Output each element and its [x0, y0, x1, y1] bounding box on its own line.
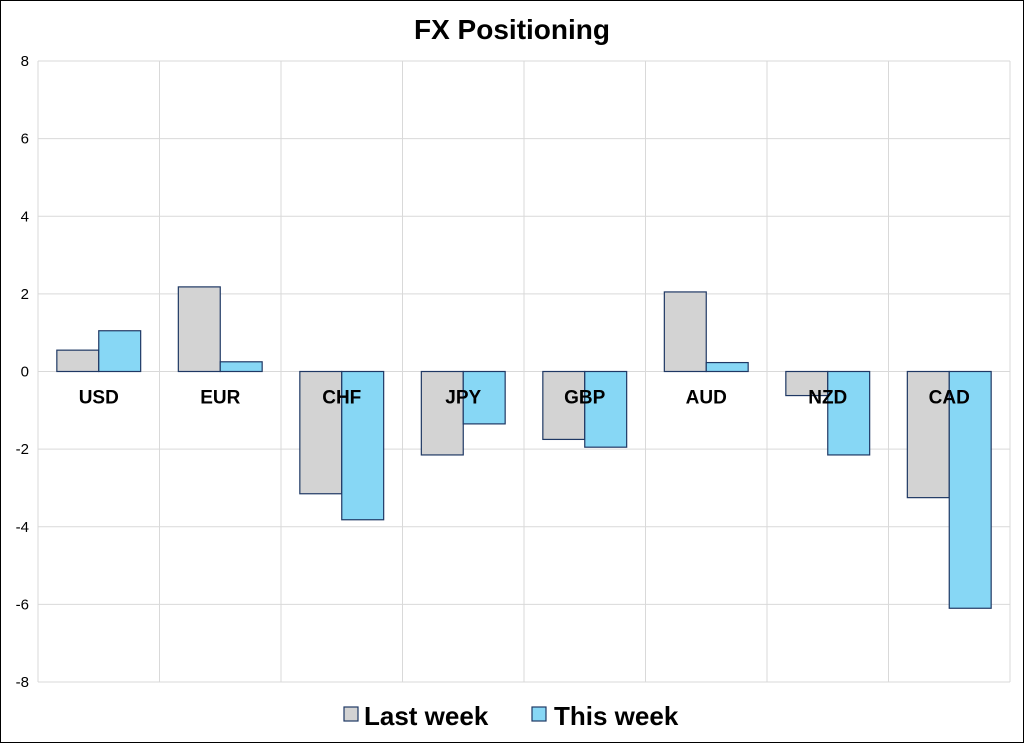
category-label-jpy: JPY [445, 388, 481, 409]
bar-this-week-jpy [462, 370, 506, 425]
legend: Last week This week [343, 701, 679, 731]
category-label-eur: EUR [200, 388, 240, 409]
category-label-aud: AUD [686, 388, 727, 409]
bar-this-week-eur [219, 361, 263, 373]
category-labels: USD EUR CHF JPY GBP AUD NZD CAD [79, 388, 970, 409]
y-axis-ticks: 8 6 4 2 0 -2 -4 -6 -8 [16, 53, 29, 691]
legend-label-last-week: Last week [364, 701, 489, 731]
bar-last-week-nzd [785, 370, 829, 397]
legend-label-this-week: This week [554, 701, 679, 731]
y-tick-label: 8 [21, 53, 29, 70]
bar-this-week-chf [341, 370, 385, 521]
y-tick-label: 4 [21, 208, 29, 225]
y-tick-label: -2 [16, 441, 29, 458]
bar-this-week-gbp [584, 370, 628, 448]
y-tick-label: -8 [16, 674, 29, 691]
bar-last-week-aud [663, 291, 707, 373]
category-label-usd: USD [79, 388, 119, 409]
category-label-chf: CHF [322, 388, 361, 409]
chart-title: FX Positioning [414, 14, 610, 45]
legend-swatch-last-week [343, 706, 359, 722]
category-label-cad: CAD [929, 388, 970, 409]
legend-swatch-this-week [531, 706, 547, 722]
y-tick-label: -6 [16, 596, 29, 613]
y-tick-label: 2 [21, 286, 29, 303]
bar-this-week-cad [948, 370, 992, 609]
bar-this-week-nzd [827, 370, 871, 456]
bars [56, 286, 992, 609]
category-label-gbp: GBP [564, 388, 606, 409]
y-tick-label: 0 [21, 364, 29, 381]
grid [37, 60, 1011, 683]
bar-last-week-eur [177, 286, 221, 373]
bar-last-week-usd [56, 349, 100, 373]
category-label-nzd: NZD [808, 388, 847, 409]
y-tick-label: 6 [21, 131, 29, 148]
bar-last-week-jpy [420, 370, 464, 456]
bar-this-week-usd [98, 330, 142, 373]
y-tick-label: -4 [16, 519, 29, 536]
bar-this-week-aud [705, 361, 749, 373]
bar-last-week-gbp [542, 370, 586, 441]
